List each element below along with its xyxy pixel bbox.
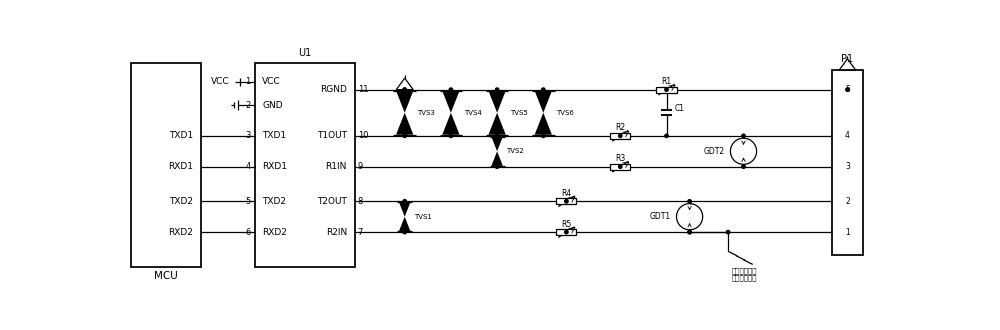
Text: 4: 4 <box>245 162 251 171</box>
Text: TVS3: TVS3 <box>417 110 435 116</box>
Circle shape <box>688 230 691 234</box>
Text: RXD2: RXD2 <box>262 228 287 237</box>
Text: TXD2: TXD2 <box>169 197 193 206</box>
Circle shape <box>688 200 691 203</box>
Circle shape <box>495 134 499 138</box>
Circle shape <box>403 134 406 138</box>
Text: 10: 10 <box>358 131 368 140</box>
Circle shape <box>495 88 499 91</box>
Text: 2: 2 <box>245 101 251 110</box>
Text: TXD2: TXD2 <box>262 197 286 206</box>
Circle shape <box>403 88 406 91</box>
Circle shape <box>742 165 745 168</box>
Text: T1OUT: T1OUT <box>317 131 347 140</box>
Circle shape <box>665 88 668 91</box>
Circle shape <box>619 165 622 168</box>
Polygon shape <box>488 113 506 135</box>
Text: RXD1: RXD1 <box>262 162 287 171</box>
Polygon shape <box>399 217 410 231</box>
Polygon shape <box>396 91 413 113</box>
Text: 3: 3 <box>845 162 850 171</box>
Text: 可靠连接大地: 可靠连接大地 <box>732 274 757 281</box>
Bar <box>610 164 630 170</box>
Text: R3: R3 <box>615 154 625 163</box>
Circle shape <box>688 230 691 234</box>
Text: U1: U1 <box>298 49 311 58</box>
Polygon shape <box>491 137 503 151</box>
Text: 8: 8 <box>358 197 363 206</box>
Text: 5: 5 <box>845 85 850 94</box>
Text: R1IN: R1IN <box>326 162 347 171</box>
Bar <box>656 86 677 93</box>
Text: TVS6: TVS6 <box>556 110 574 116</box>
Circle shape <box>449 134 453 138</box>
Text: 6: 6 <box>245 228 251 237</box>
Text: T2OUT: T2OUT <box>317 197 347 206</box>
Text: VCC: VCC <box>262 78 281 86</box>
Text: RXD1: RXD1 <box>168 162 193 171</box>
Text: 1: 1 <box>845 228 850 237</box>
Polygon shape <box>488 91 506 113</box>
Text: 1: 1 <box>245 78 251 86</box>
Text: R5: R5 <box>561 219 572 228</box>
Circle shape <box>565 230 568 234</box>
Circle shape <box>403 230 406 234</box>
Polygon shape <box>535 91 552 113</box>
Circle shape <box>403 88 406 91</box>
Text: TVS4: TVS4 <box>464 110 481 116</box>
Text: R4: R4 <box>561 189 572 198</box>
Text: RXD2: RXD2 <box>168 228 193 237</box>
Circle shape <box>403 200 406 203</box>
Text: TXD1: TXD1 <box>262 131 286 140</box>
Circle shape <box>565 200 568 203</box>
Text: 7: 7 <box>358 228 363 237</box>
Text: 11: 11 <box>358 85 368 94</box>
Circle shape <box>619 134 622 138</box>
Bar <box>610 133 630 139</box>
Bar <box>131 63 201 267</box>
Text: TVS5: TVS5 <box>510 110 528 116</box>
Text: TVS2: TVS2 <box>506 148 524 154</box>
Text: 4: 4 <box>845 131 850 140</box>
Text: 双绞线屏蔽层: 双绞线屏蔽层 <box>732 267 757 274</box>
Circle shape <box>495 165 499 168</box>
Text: 9: 9 <box>358 162 363 171</box>
Polygon shape <box>491 151 503 166</box>
Text: GDT2: GDT2 <box>703 147 724 156</box>
Text: 5: 5 <box>245 197 251 206</box>
Text: C1: C1 <box>674 104 684 114</box>
Circle shape <box>665 134 668 138</box>
Circle shape <box>846 88 849 91</box>
Text: 3: 3 <box>245 131 251 140</box>
Bar <box>556 198 576 204</box>
Text: MCU: MCU <box>154 271 178 281</box>
Text: TXD1: TXD1 <box>169 131 193 140</box>
Circle shape <box>495 134 499 138</box>
Polygon shape <box>396 113 413 135</box>
Text: GDT1: GDT1 <box>649 212 670 221</box>
Text: R2IN: R2IN <box>326 228 347 237</box>
Circle shape <box>542 88 545 91</box>
Bar <box>255 63 355 267</box>
Polygon shape <box>442 91 460 113</box>
Text: P1: P1 <box>841 54 854 64</box>
Circle shape <box>542 134 545 138</box>
Text: RGND: RGND <box>320 85 347 94</box>
Text: 2: 2 <box>845 197 850 206</box>
Polygon shape <box>442 113 460 135</box>
Polygon shape <box>535 113 552 135</box>
Circle shape <box>742 134 745 138</box>
Text: R1: R1 <box>661 77 672 86</box>
Text: R2: R2 <box>615 123 625 132</box>
Bar <box>832 70 863 255</box>
Polygon shape <box>399 202 410 217</box>
Text: GND: GND <box>262 101 283 110</box>
Circle shape <box>449 88 453 91</box>
Text: TVS1: TVS1 <box>414 214 432 220</box>
Text: VCC: VCC <box>211 78 229 86</box>
Bar <box>556 229 576 235</box>
Circle shape <box>726 230 730 234</box>
